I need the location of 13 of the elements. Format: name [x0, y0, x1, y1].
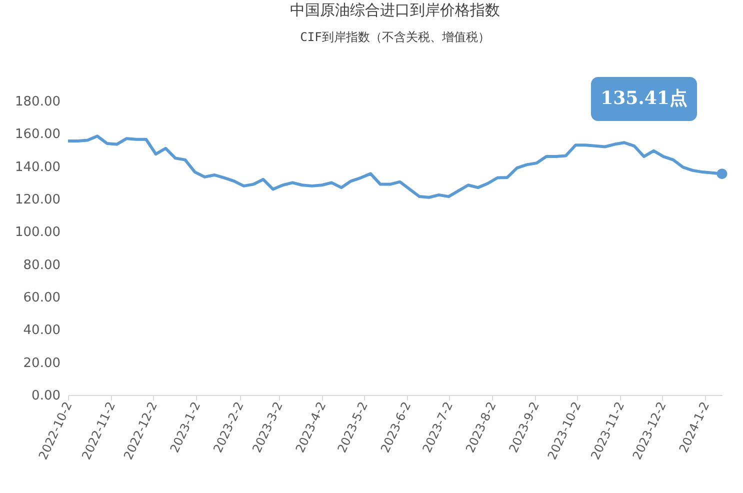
y-tick-label: 60.00	[23, 290, 60, 306]
y-tick-label: 180.00	[15, 94, 60, 110]
y-tick-label: 100.00	[15, 225, 60, 240]
annotation: 135.41点	[600, 88, 688, 109]
chart-subtitle: CIF到岸指数（不含关税、增值税）	[300, 30, 490, 44]
y-tick-label: 120.00	[15, 192, 60, 208]
chart-title: 中国原油综合进口到岸价格指数	[290, 1, 500, 19]
y-tick-label: 20.00	[23, 356, 60, 371]
y-tick-label: 0.00	[32, 388, 60, 404]
y-tick-label: 140.00	[15, 160, 60, 175]
y-tick-label: 80.00	[23, 258, 60, 273]
y-tick-label: 40.00	[23, 323, 60, 338]
y-tick-label: 160.00	[15, 127, 60, 142]
